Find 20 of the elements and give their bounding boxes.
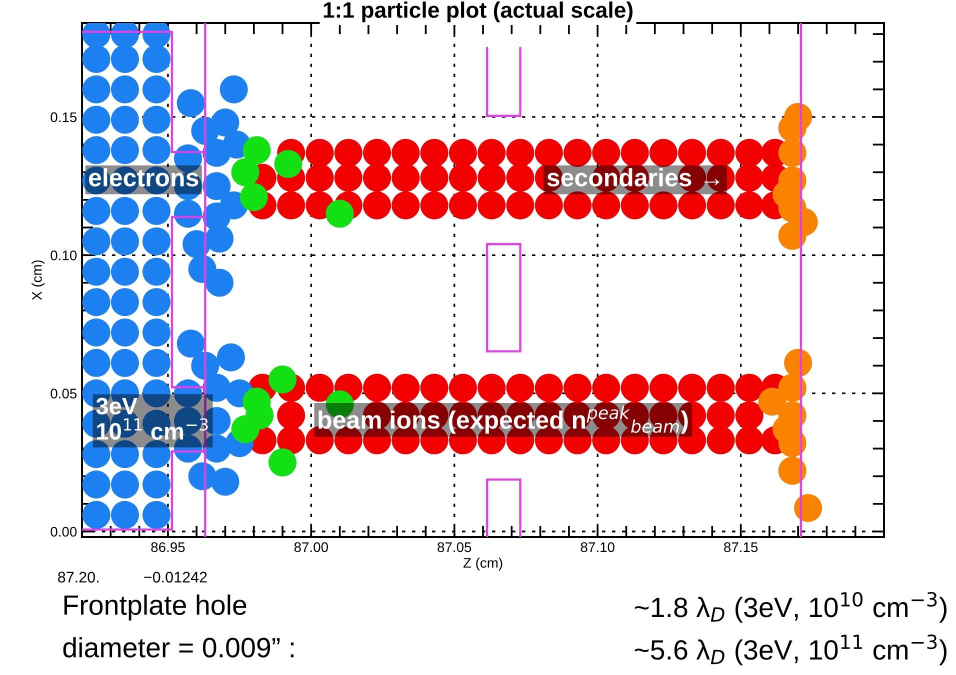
y-tick-label: 0.00 — [50, 526, 77, 537]
x-tick-label: 87.05 — [438, 542, 472, 552]
text: −0.01242 — [144, 572, 207, 583]
x-axis-title: Z (cm) — [463, 558, 502, 571]
annotation: electrons — [89, 168, 198, 186]
y-tick-label: 0.15 — [50, 112, 77, 122]
annotation: secondaries → — [547, 168, 720, 186]
chart-title: 1:1 particle plot (actual scale) — [324, 2, 633, 22]
text: 87.20. — [58, 572, 98, 583]
x-tick-label: 86.95 — [151, 542, 185, 552]
text: ~1.8 λ$_{D}$ (3eV, 10$^{10}$ cm$^{−3}$) — [634, 592, 947, 623]
y-tick-label: 0.05 — [50, 388, 77, 398]
text: Frontplate hole — [64, 594, 246, 620]
y-tick-label: 0.10 — [50, 250, 77, 260]
x-tick-label: 87.00 — [294, 542, 328, 552]
y-axis-title: X (cm) — [32, 260, 45, 300]
text: diameter = 0.009” : — [63, 637, 294, 658]
x-tick-label: 87.10 — [580, 542, 614, 552]
text: ~5.6 λ$_{D}$ (3eV, 10$^{11}$ cm$^{−3}$) — [634, 634, 947, 666]
x-tick-label: 87.15 — [724, 542, 758, 552]
